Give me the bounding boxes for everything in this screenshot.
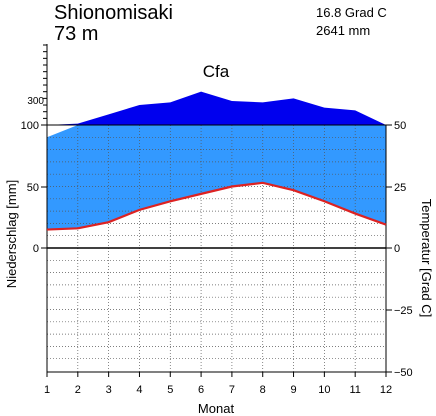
station-elevation: 73 m <box>54 23 99 45</box>
left-tick-label: 50 <box>27 182 39 194</box>
temperature-line <box>46 181 387 231</box>
left-tick-label: 0 <box>33 243 39 255</box>
x-tick-label: 6 <box>198 384 204 396</box>
y-axis-label-left: Niederschlag [mm] <box>4 180 19 288</box>
right-tick-label: −50 <box>394 367 413 379</box>
x-axis-label: Monat <box>198 401 235 416</box>
left-tick-label: 100 <box>21 120 39 132</box>
x-tick-label: 1 <box>44 384 50 396</box>
x-tick-label: 8 <box>260 384 266 396</box>
annual-precipitation: 2641 mm <box>316 23 371 38</box>
right-tick-label: 0 <box>394 243 400 255</box>
right-tick-label: 50 <box>394 120 406 132</box>
x-tick-label: 10 <box>318 384 330 396</box>
x-tick-label: 9 <box>290 384 296 396</box>
x-tick-label: 4 <box>136 384 142 396</box>
y-axis-label-right: Temperatur [Grad C] <box>419 199 434 318</box>
x-tick-label: 5 <box>167 384 173 396</box>
climate-class: Cfa <box>203 62 230 81</box>
humid-area <box>47 125 386 230</box>
x-tick-label: 2 <box>75 384 81 396</box>
upper-tick-label: 300 <box>27 96 44 107</box>
x-tick-label: 11 <box>349 384 360 396</box>
right-tick-label: −25 <box>394 305 413 317</box>
x-tick-label: 12 <box>380 384 392 396</box>
right-tick-label: 25 <box>394 182 406 194</box>
perhumid-area <box>47 91 386 125</box>
x-tick-label: 7 <box>229 384 235 396</box>
x-tick-label: 3 <box>106 384 112 396</box>
mean-temperature: 16.8 Grad C <box>316 5 387 20</box>
station-name: Shionomisaki <box>54 2 173 24</box>
